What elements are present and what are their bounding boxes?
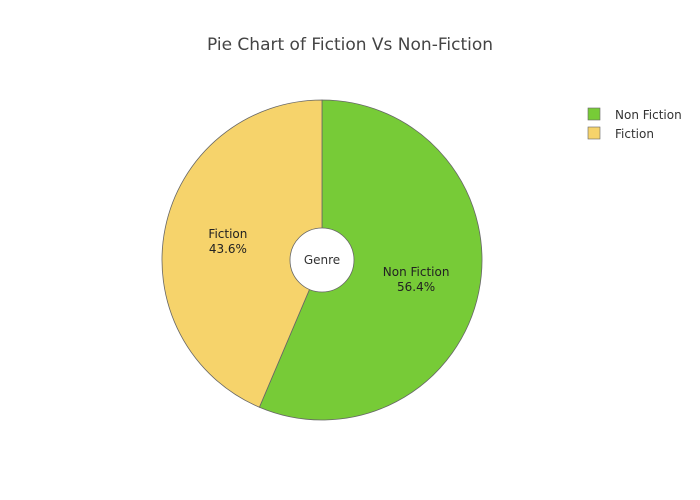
legend: Non Fiction Fiction — [587, 107, 682, 141]
slice-labels: Non Fiction 56.4% Fiction 43.6% — [208, 227, 449, 294]
slice-non-fiction[interactable] — [258, 99, 483, 421]
slice-fiction[interactable] — [161, 99, 323, 408]
legend-label-non-fiction[interactable]: Non Fiction — [615, 108, 682, 122]
slice-percent-non-fiction: 56.4% — [397, 280, 435, 294]
legend-swatch-non-fiction[interactable] — [587, 107, 601, 121]
donut-hole — [289, 227, 355, 293]
slice-label-non-fiction: Non Fiction — [383, 265, 450, 279]
legend-label-fiction[interactable]: Fiction — [615, 127, 654, 141]
chart-title: Pie Chart of Fiction Vs Non-Fiction — [207, 35, 493, 55]
hole-label: Genre — [304, 253, 340, 267]
pie-slices — [161, 99, 483, 421]
slice-percent-fiction: 43.6% — [209, 242, 247, 256]
legend-swatch-fiction[interactable] — [587, 126, 601, 140]
slice-label-fiction: Fiction — [208, 227, 247, 241]
